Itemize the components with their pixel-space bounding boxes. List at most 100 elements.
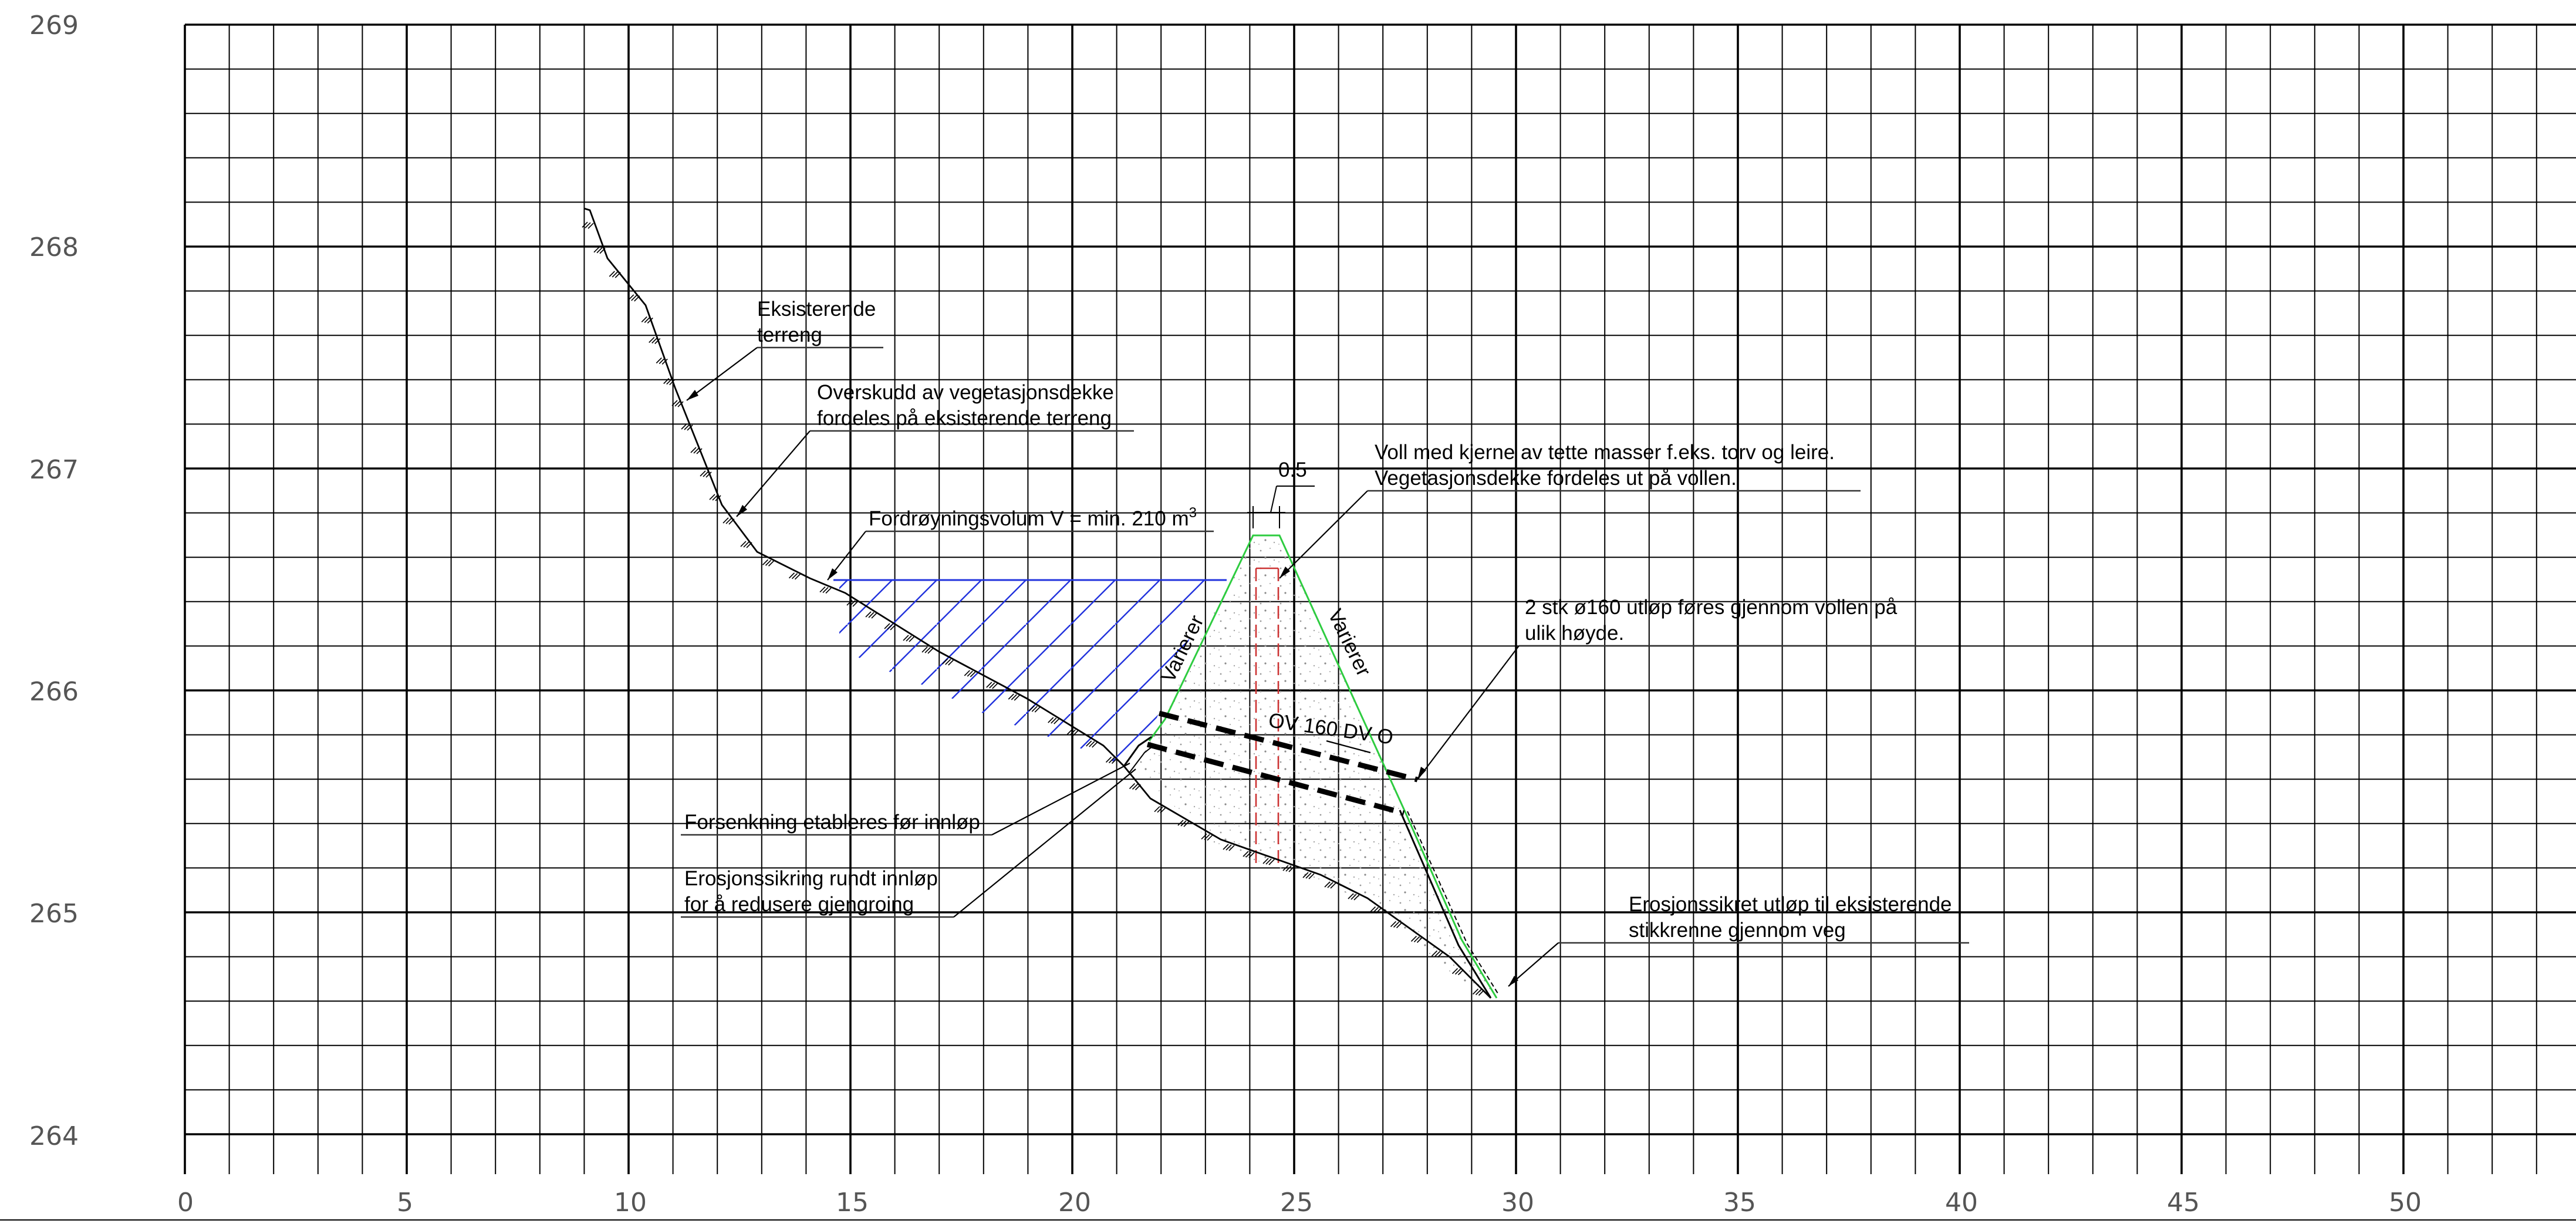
annotation-retention-volume: Fordrøyningsvolum V = min. 210 m3 [827,505,1214,581]
terrain-hatch-tick [681,423,687,430]
terrain-hatch-tick [1223,844,1229,850]
terrain-hatch-tick [644,316,650,323]
annotation-embankment-core: Voll med kjerne av tette masser f.eks. t… [1279,441,1861,579]
terrain-hatch-tick [903,635,909,641]
terrain-hatch-tick [791,573,798,579]
terrain-hatch-tick [819,586,826,593]
terrain-hatch-tick [1248,852,1255,858]
terrain-hatch-tick [1434,950,1441,958]
terrain-hatch-tick [1028,705,1035,712]
terrain-hatch-tick [1108,757,1115,764]
annotation-outlet-pipes: 2 stk ø160 utløp føres gjennom vollen på… [1417,596,1916,780]
terrain-hatch-tick [1086,740,1092,747]
terrain-hatching [582,221,1485,996]
y-axis-labels: 269 268 267 266 265 264 [29,11,79,1151]
terrain-hatch-tick [849,600,856,606]
terrain-hatch-tick [1369,906,1376,913]
terrain-hatch-tick [693,447,700,454]
terrain-hatch-tick [705,471,712,478]
terrain-hatch-tick [1431,950,1438,957]
terrain-hatch-tick [690,447,697,453]
terrain-hatch-tick [615,272,621,278]
x-tick-0: 0 [177,1188,194,1218]
terrain-hatch-tick [948,659,954,666]
terrain-hatch-tick [703,471,709,477]
terrain-hatch-tick [1416,936,1423,943]
svg-text:Fordrøyningsvolum V = min. 210: Fordrøyningsvolum V = min. 210 m3 [869,505,1197,530]
terrain-hatch-tick [989,682,995,689]
terrain-hatch-tick [1305,872,1312,879]
terrain-hatch-tick [723,517,729,524]
terrain-hatch-tick [712,494,718,501]
y-tick-268: 268 [29,232,79,262]
terrain-hatch-tick [669,379,676,386]
outlet-pipe-upper [1158,710,1419,783]
terrain-hatch-tick [942,658,948,665]
terrain-hatch-tick [1008,693,1014,700]
terrain-hatch-tick [677,401,684,407]
svg-text:Overskudd av vegetasjonsdekke: Overskudd av vegetasjonsdekke [817,381,1114,404]
terrain-hatch-tick [986,682,992,688]
x-tick-50: 50 [2389,1188,2422,1218]
svg-text:stikkrenne gjennom veg: stikkrenne gjennom veg [1629,919,1846,942]
terrain-hatch-tick [1183,821,1190,827]
terrain-hatch-tick [1157,807,1163,813]
terrain-hatch-tick [1288,866,1295,872]
terrain-hatch-tick [1330,882,1336,889]
terrain-hatch-tick [909,636,915,642]
terrain-hatch-tick [1475,989,1482,996]
terrain-hatch-tick [1129,783,1136,790]
terrain-hatch-tick [582,221,588,228]
terrain-hatch-tick [1478,989,1485,996]
terrain-hatch-tick [1132,783,1139,790]
terrain-hatch-tick [593,247,600,253]
terrain-hatch-tick [1177,820,1184,826]
terrain-hatch-tick [1454,968,1461,975]
terrain-hatch-tick [715,495,721,501]
terrain-hatch-tick [762,559,769,565]
terrain-hatch-tick [768,560,775,567]
terrain-hatch-tick [1302,872,1309,878]
terrain-hatch-tick [1069,729,1076,736]
terrain-hatch-tick [1410,935,1417,942]
terrain-hatch-tick [1348,893,1354,899]
terrain-hatch-tick [1160,807,1166,814]
terrain-hatch-tick [656,357,662,364]
svg-text:Eksisterende: Eksisterende [757,298,876,321]
terrain-hatch-tick [1089,741,1095,747]
terrain-hatch-tick [1327,882,1333,888]
terrain-hatch-tick [687,424,693,431]
terrain-hatch-tick [628,294,634,301]
terrain-hatch-tick [647,317,653,324]
terrain-hatch-tick [1225,844,1232,851]
terrain-hatch-tick [631,295,637,301]
terrain-hatch-tick [924,647,931,653]
annotation-erosion-outlet: Erosjonssikret utløp til eksisterende st… [1508,893,1969,987]
terrain-hatch-tick [599,248,606,254]
terrain-hatch-tick [1324,881,1331,888]
annotation-erosion-inlet: Erosjonssikring rundt innløp for å redus… [681,768,1136,918]
terrain-hatch-tick [1243,851,1249,857]
terrain-hatch-tick [609,271,615,277]
x-tick-30: 30 [1501,1188,1534,1218]
existing-terrain-line [583,207,1491,999]
crest-dimension: 0.5 [1247,459,1315,528]
y-tick-264: 264 [29,1121,79,1151]
annotation-depression: Forsenkning etableres før innløp [681,763,1130,836]
terrain-hatch-tick [1105,756,1112,763]
terrain-hatch-tick [1066,729,1073,735]
terrain-hatch-tick [822,586,829,594]
terrain-hatch-tick [765,559,772,566]
crest-width-label: 0.5 [1278,459,1307,481]
terrain-hatch-tick [1437,951,1444,958]
terrain-hatch-tick [1353,894,1360,901]
terrain-hatch-tick [887,623,893,630]
grid [0,23,2576,1221]
terrain-hatch-tick [585,222,591,228]
terrain-hatch-tick [1111,757,1118,764]
terrain-hatch-tick [1011,694,1017,700]
terrain-hatch-tick [612,271,618,278]
terrain-hatch-tick [1245,851,1252,858]
terrain-hatch-tick [1285,865,1292,872]
